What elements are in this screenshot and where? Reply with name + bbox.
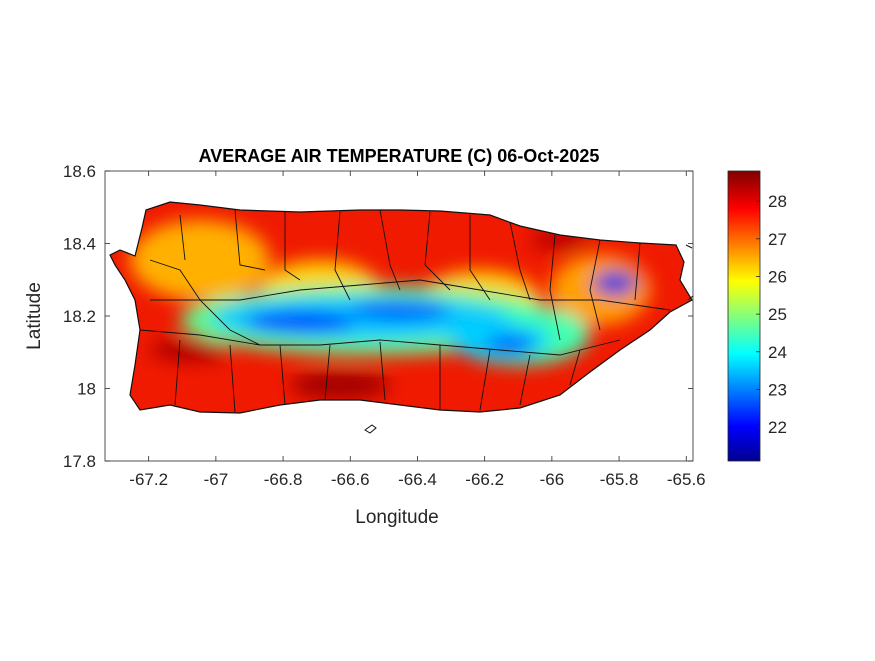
hot-patch — [150, 338, 230, 362]
x-tick-label: -66.6 — [331, 470, 370, 489]
x-tick-label: -66.2 — [465, 470, 504, 489]
chart-title: AVERAGE AIR TEMPERATURE (C) 06-Oct-2025 — [199, 146, 600, 166]
x-tick-label: -67.2 — [129, 470, 168, 489]
y-tick-label: 17.8 — [63, 452, 96, 471]
cold-core — [485, 336, 535, 354]
y-axis: 17.8 18 18.2 18.4 18.6 — [63, 162, 693, 471]
colorbar-ticks: 22 23 24 25 26 27 28 — [756, 192, 787, 437]
y-tick-label: 18.4 — [63, 235, 96, 254]
cold-core — [350, 299, 450, 321]
y-axis-label: Latitude — [24, 282, 45, 350]
y-tick-label: 18.6 — [63, 162, 96, 181]
temperature-field — [110, 202, 692, 413]
cold-core — [593, 271, 637, 295]
warm-patch — [130, 220, 270, 300]
colorbar-tick-label: 26 — [768, 267, 787, 286]
colorbar — [727, 170, 761, 462]
caja-de-muertos-island — [364, 424, 377, 434]
municipal-boundaries — [139, 209, 671, 413]
colorbar-tick-label: 24 — [768, 343, 787, 362]
hot-patch — [290, 371, 390, 399]
x-tick-label: -66.4 — [398, 470, 437, 489]
colorbar-tick-label: 28 — [768, 192, 787, 211]
x-axis-label: Longitude — [355, 507, 438, 528]
colorbar-tick-label: 27 — [768, 230, 787, 249]
y-tick-label: 18.2 — [63, 307, 96, 326]
x-tick-label: -66.8 — [264, 470, 303, 489]
x-tick-label: -66 — [540, 470, 565, 489]
x-tick-label: -65.8 — [600, 470, 639, 489]
x-tick-label: -65.6 — [667, 470, 706, 489]
y-tick-label: 18 — [77, 380, 96, 399]
x-tick-label: -67 — [204, 470, 229, 489]
colorbar-tick-label: 23 — [768, 380, 787, 399]
vieques-edge — [685, 244, 694, 301]
colorbar-tick-label: 22 — [768, 418, 787, 437]
cold-core — [245, 310, 355, 334]
colorbar-tick-label: 25 — [768, 305, 787, 324]
x-axis: -67.2 -67 -66.8 -66.6 -66.4 -66.2 -66 -65.8 -65.… — [129, 171, 706, 489]
